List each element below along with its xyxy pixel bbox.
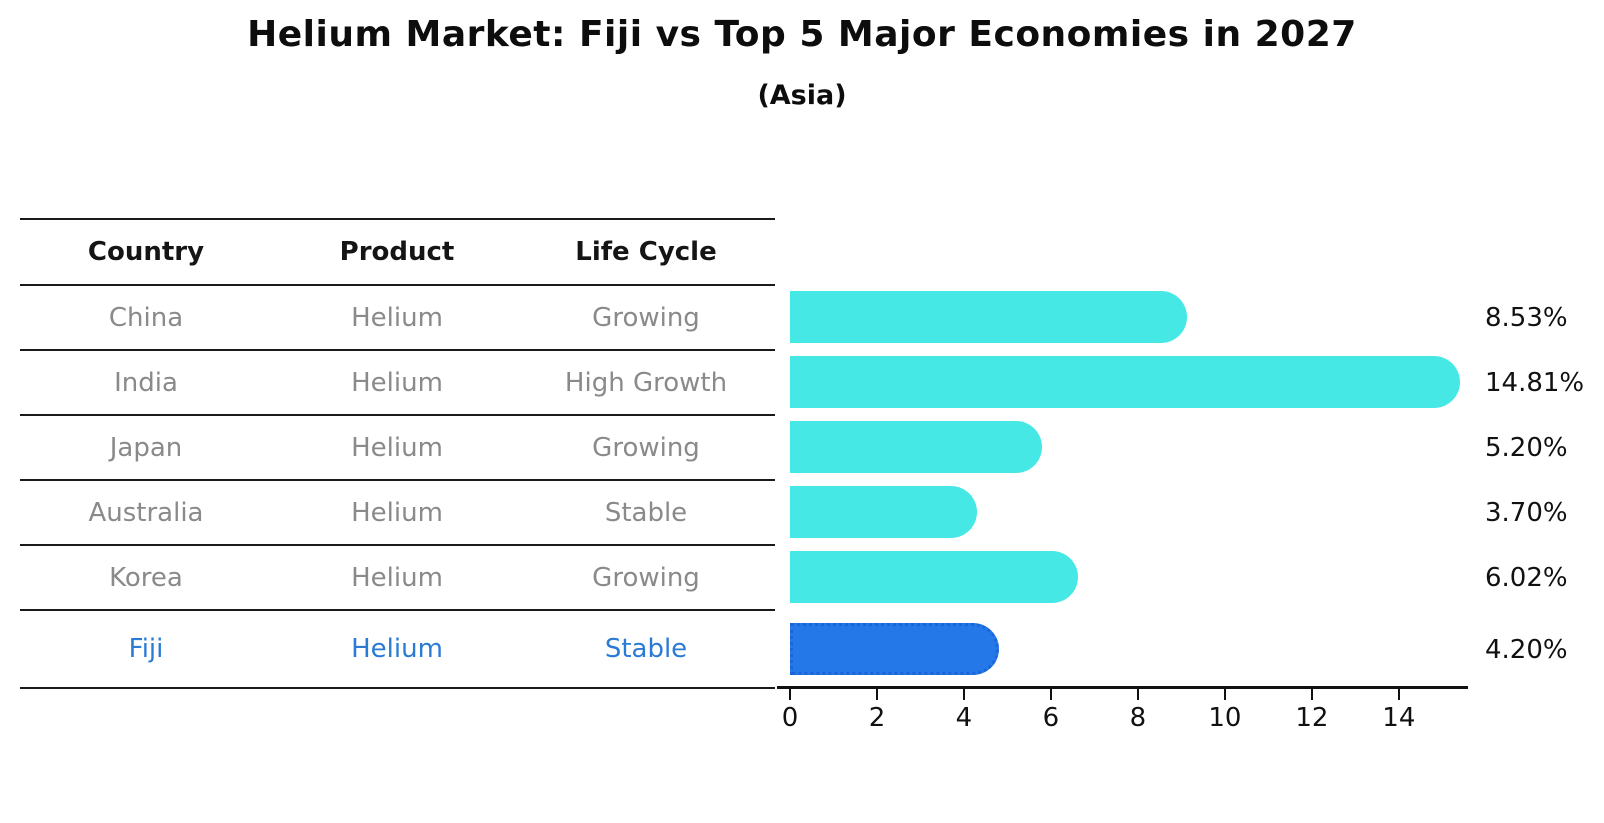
cell-life-cycle: Stable xyxy=(604,634,688,664)
bar-australia xyxy=(790,486,977,538)
bar-plot-area: 0 2 4 6 8 10 12 14 xyxy=(782,219,1468,733)
table-row-korea: Korea Helium Growing xyxy=(0,545,790,610)
x-tick-mark xyxy=(1049,689,1052,700)
table-bottom-rule xyxy=(20,687,775,689)
x-tick-label: 4 xyxy=(955,703,973,733)
col-header-country: Country xyxy=(87,237,205,267)
cell-country: Japan xyxy=(109,432,183,463)
cell-life-cycle: Growing xyxy=(592,302,700,333)
col-header-life-cycle: Life Cycle xyxy=(575,237,717,267)
x-tick-label: 12 xyxy=(1295,703,1329,733)
x-tick-label: 10 xyxy=(1208,703,1242,733)
chart-title: Helium Market: Fiji vs Top 5 Major Econo… xyxy=(247,14,1357,55)
x-axis-line xyxy=(777,686,1468,689)
cell-product: Helium xyxy=(351,367,443,398)
cell-life-cycle: High Growth xyxy=(564,367,728,398)
cell-product: Helium xyxy=(351,562,443,593)
table-row-fiji: Fiji Helium Stable xyxy=(0,610,790,688)
x-tick-mark xyxy=(1136,689,1139,700)
cell-life-cycle: Growing xyxy=(592,562,700,593)
cell-country: China xyxy=(108,302,184,333)
cell-life-cycle: Growing xyxy=(592,432,700,463)
table-top-rule xyxy=(20,218,775,220)
table-header-row: Country Product Life Cycle xyxy=(0,219,790,285)
bar-korea xyxy=(790,551,1078,603)
value-label-australia: 3.70% xyxy=(1485,498,1568,528)
value-label-china: 8.53% xyxy=(1485,303,1568,333)
value-label-fiji: 4.20% xyxy=(1485,635,1568,665)
x-tick-mark xyxy=(962,689,965,700)
cell-product: Helium xyxy=(351,432,443,463)
bar-fiji-highlighted xyxy=(790,623,999,675)
bar-india xyxy=(790,356,1461,408)
table-row-rule xyxy=(20,349,775,351)
x-tick-mark xyxy=(1397,689,1400,700)
table-row-rule xyxy=(20,479,775,481)
cell-product: Helium xyxy=(351,302,443,333)
value-label-india: 14.81% xyxy=(1485,368,1585,398)
x-tick-mark xyxy=(1310,689,1313,700)
x-tick-mark xyxy=(1223,689,1226,700)
chart-subtitle: (Asia) xyxy=(757,80,847,111)
col-header-product: Product xyxy=(339,237,455,267)
table-row-india: India Helium High Growth xyxy=(0,350,790,415)
cell-product: Helium xyxy=(351,497,443,528)
x-tick-label: 8 xyxy=(1129,703,1147,733)
x-tick-label: 2 xyxy=(868,703,886,733)
bar-china xyxy=(790,291,1187,343)
cell-product: Helium xyxy=(351,634,443,664)
cell-country: Australia xyxy=(88,497,204,528)
cell-country: India xyxy=(114,367,178,398)
table-row-rule xyxy=(20,609,775,611)
x-tick-label: 14 xyxy=(1382,703,1416,733)
x-tick-label: 6 xyxy=(1042,703,1060,733)
value-label-korea: 6.02% xyxy=(1485,563,1568,593)
value-label-japan: 5.20% xyxy=(1485,433,1568,463)
x-tick-label: 0 xyxy=(781,703,799,733)
cell-country: Fiji xyxy=(128,634,164,664)
cell-life-cycle: Stable xyxy=(604,497,688,528)
cell-country: Korea xyxy=(109,562,183,593)
table-header-rule xyxy=(20,284,775,286)
table-row-china: China Helium Growing xyxy=(0,285,790,350)
table-row-australia: Australia Helium Stable xyxy=(0,480,790,545)
table-row-japan: Japan Helium Growing xyxy=(0,415,790,480)
x-tick-mark xyxy=(875,689,878,700)
table-row-rule xyxy=(20,544,775,546)
bar-japan xyxy=(790,421,1043,473)
x-tick-mark xyxy=(789,689,791,700)
table-row-rule xyxy=(20,414,775,416)
